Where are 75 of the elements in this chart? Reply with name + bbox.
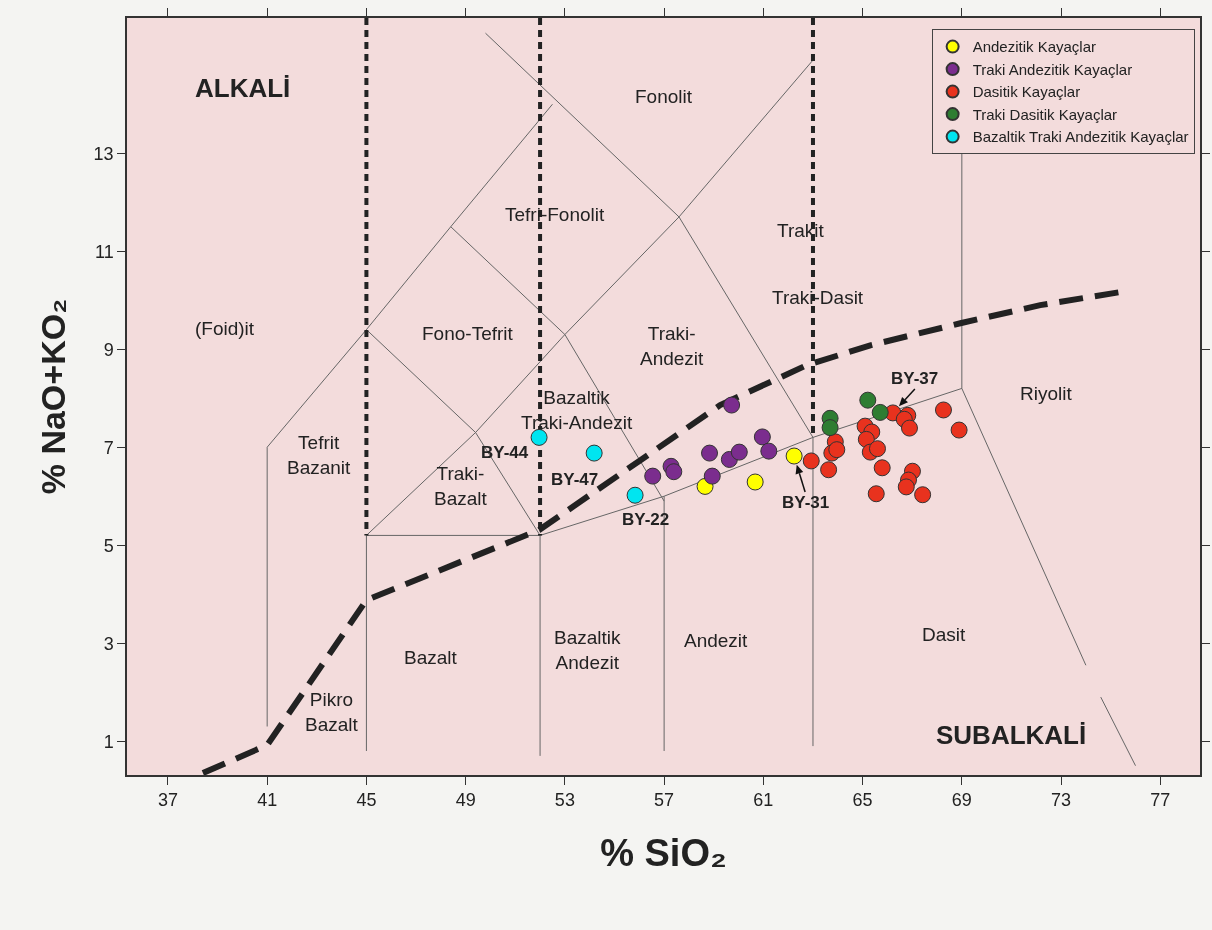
point [802, 452, 820, 470]
x-tick-label: 37 [157, 790, 178, 811]
point [859, 391, 877, 409]
point [820, 461, 838, 479]
legend-label: Andezitik Kayaçlar [972, 38, 1097, 56]
annotation: Bazaltik Traki-Andezit [521, 387, 633, 433]
legend-label: Traki Andezitik Kayaçlar [972, 60, 1133, 78]
legend-label: Traki Dasitik Kayaçlar [972, 105, 1118, 123]
annotation: Traki- Bazalt [434, 463, 488, 509]
x-tick-label: 41 [257, 790, 278, 811]
annotation: Fonolit [635, 86, 693, 107]
legend-label: Dasitik Kayaçlar [972, 83, 1081, 101]
annotation: Traki- Andezit [640, 323, 705, 369]
y-tick-label: 11 [94, 241, 114, 262]
y-tick-label: 3 [103, 633, 114, 654]
annotation: Fono-Tefrit [422, 323, 514, 344]
annotation: Traki-Dasit [772, 287, 864, 308]
annotation: Dasit [922, 624, 967, 645]
y-tick-label: 1 [103, 731, 114, 752]
point [530, 428, 548, 446]
annotation: BY-47 [551, 470, 599, 489]
annotation: Riyolit [1020, 383, 1073, 404]
point [785, 447, 803, 465]
x-tick-label: 49 [455, 790, 476, 811]
point [760, 442, 778, 460]
legend-label: Bazaltik Traki Andezitik Kayaçlar [972, 128, 1189, 146]
point [753, 428, 771, 446]
x-tick-label: 77 [1150, 790, 1171, 811]
y-tick-label: 13 [93, 143, 114, 164]
point [867, 485, 885, 503]
point [873, 459, 891, 477]
y-tick-label: 5 [103, 535, 114, 556]
y-tick-label: 7 [103, 437, 114, 458]
x-tick-label: 57 [654, 790, 675, 811]
annotation: BY-22 [622, 510, 670, 529]
point [934, 401, 952, 419]
point [703, 467, 721, 485]
point [723, 396, 741, 414]
point [900, 419, 918, 437]
x-tick-label: 45 [356, 790, 377, 811]
x-tick-label: 73 [1051, 790, 1072, 811]
annotation: Tefri-Fonolit [505, 204, 605, 225]
annotation: BY-37 [891, 369, 939, 388]
point [746, 473, 764, 491]
point [868, 440, 886, 458]
point [665, 463, 683, 481]
x-tick-label: 69 [951, 790, 972, 811]
point [828, 441, 846, 459]
annotation: Bazaltik Andezit [554, 627, 622, 673]
point [644, 467, 662, 485]
point [914, 486, 932, 504]
point [871, 403, 889, 421]
annotation: BY-31 [782, 493, 830, 512]
x-tick-label: 53 [554, 790, 575, 811]
annotation: Tefrit Bazanit [287, 432, 352, 478]
annotation: Bazalt [404, 647, 458, 668]
point [950, 421, 968, 439]
y-axis-title: % NaO+KO₂ [33, 298, 72, 495]
annotation: ALKALİ [195, 73, 291, 103]
point [585, 444, 603, 462]
annotation: SUBALKALİ [936, 720, 1087, 750]
point [821, 419, 839, 437]
point [626, 486, 644, 504]
point [897, 478, 915, 496]
annotation: BY-44 [481, 443, 529, 462]
annotation: Trakit [777, 220, 825, 241]
x-tick-label: 61 [753, 790, 774, 811]
point [701, 444, 719, 462]
annotation: Pikro Bazalt [305, 689, 359, 735]
annotation: Andezit [684, 630, 749, 651]
annotation: (Foid)it [195, 318, 255, 339]
x-tick-label: 65 [852, 790, 873, 811]
x-axis-title: % SiO₂ [600, 831, 727, 874]
point [730, 443, 748, 461]
y-tick-label: 9 [103, 339, 114, 360]
